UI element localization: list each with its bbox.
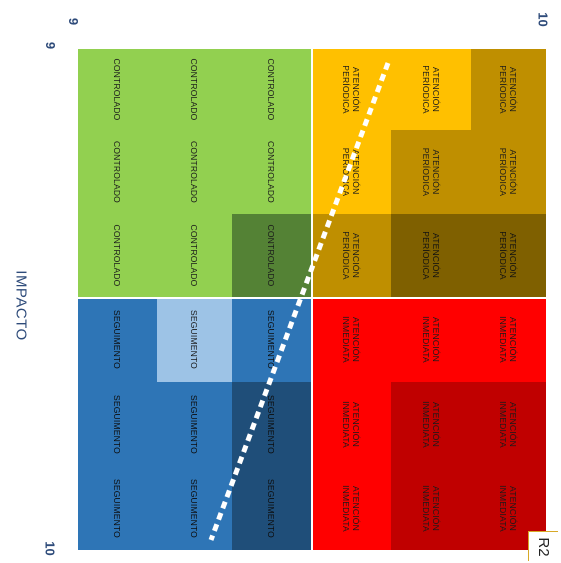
matrix-cell: ATENCIÓN INMEDIATA <box>311 467 391 550</box>
matrix-cell-label: CONTROLADO <box>189 58 200 121</box>
matrix-cell-label: ATENCIÓN PERÍODICA <box>341 147 361 197</box>
matrix-cell-label: ATENCIÓN PERÍODICA <box>498 65 519 114</box>
matrix-cell: ATENCIÓN PERÍODICA <box>471 49 546 130</box>
matrix-cell-label: CONTROLADO <box>189 224 200 287</box>
matrix-cell-label: ATENCIÓN INMEDIATA <box>341 485 361 532</box>
matrix-cell-label: ATENCIÓN PERÍODICA <box>498 147 519 197</box>
matrix-cell-label: ATENCIÓN INMEDIATA <box>498 401 519 448</box>
matrix-cell: SEGUIMENTO <box>157 382 232 467</box>
matrix-cell: ATENCIÓN INMEDIATA <box>471 297 546 382</box>
matrix-cell-label: CONTROLADO <box>112 58 123 121</box>
matrix-cell: SEGUIMENTO <box>157 467 232 550</box>
matrix-cell-label: CONTROLADO <box>189 141 200 203</box>
matrix-cell: SEGUIMENTO <box>78 297 157 382</box>
matrix-cell-label: SEGUIMENTO <box>112 310 123 369</box>
matrix-cell: ATENCIÓN PERÍODICA <box>471 214 546 297</box>
axis-label-top-left: 9 <box>66 17 82 26</box>
matrix-cell: ATENCIÓN PERÍODICA <box>311 130 391 214</box>
impact-axis-title: IMPACTO <box>12 270 30 341</box>
matrix-cell-label: SEGUIMENTO <box>266 479 277 538</box>
matrix-cell-label: SEGUIMENTO <box>266 310 277 369</box>
matrix-cell: ATENCIÓN PERÍODICA <box>391 49 471 130</box>
quadrant-divider-horizontal <box>78 297 546 299</box>
matrix-cell: CONTROLADO <box>157 130 232 214</box>
matrix-cell-label: ATENCIÓN PERÍODICA <box>421 231 441 280</box>
matrix-cell-label: CONTROLADO <box>266 58 277 121</box>
matrix-cell-label: ATENCIÓN INMEDIATA <box>421 485 441 532</box>
matrix-cell-label: ATENCIÓN INMEDIATA <box>421 316 441 363</box>
matrix-cell: ATENCIÓN PERÍODICA <box>311 214 391 297</box>
matrix-cell: ATENCIÓN INMEDIATA <box>391 467 471 550</box>
matrix-cell-label: SEGUIMENTO <box>189 479 200 538</box>
matrix-cell-label: CONTROLADO <box>112 141 123 203</box>
matrix-cell: SEGUIMENTO <box>232 297 311 382</box>
zone-tag-text: R2 <box>535 537 553 557</box>
matrix-cell-label: ATENCIÓN INMEDIATA <box>341 316 361 363</box>
axis-label-left-bottom: 10 <box>42 541 58 556</box>
matrix-cell: ATENCIÓN PERÍODICA <box>471 130 546 214</box>
matrix-cell: ATENCIÓN INMEDIATA <box>391 382 471 467</box>
matrix-cell-label: ATENCIÓN INMEDIATA <box>341 401 361 448</box>
matrix-cell-label: SEGUIMENTO <box>112 395 123 454</box>
matrix-cell: ATENCIÓN INMEDIATA <box>471 382 546 467</box>
matrix-cell: SEGUIMENTO <box>78 467 157 550</box>
matrix-cell: CONTROLADO <box>232 49 311 130</box>
matrix-cell: SEGUIMENTO <box>232 382 311 467</box>
matrix-cell-label: ATENCIÓN INMEDIATA <box>421 401 441 448</box>
matrix-cell-label: SEGUIMENTO <box>189 395 200 454</box>
matrix-cell: CONTROLADO <box>78 214 157 297</box>
matrix-cell: ATENCIÓN PERÍODICA <box>391 130 471 214</box>
matrix-cell: CONTROLADO <box>232 130 311 214</box>
matrix-cell: SEGUIMENTO <box>78 382 157 467</box>
matrix-cell: CONTROLADO <box>232 214 311 297</box>
matrix-cell-label: ATENCIÓN PERÍODICA <box>341 231 361 280</box>
matrix-cell-label: SEGUIMENTO <box>266 395 277 454</box>
matrix-cell: CONTROLADO <box>157 214 232 297</box>
matrix-cell-label: ATENCIÓN PERÍODICA <box>421 65 441 114</box>
matrix-cell-label: ATENCIÓN PERÍODICA <box>498 231 519 280</box>
quadrant-divider-vertical <box>311 49 313 550</box>
matrix-cell: SEGUIMENTO <box>157 297 232 382</box>
matrix-cell-label: ATENCIÓN PERÍODICA <box>421 147 441 197</box>
matrix-cell: SEGUIMENTO <box>232 467 311 550</box>
matrix-cell-label: CONTROLADO <box>266 224 277 287</box>
matrix-cell: ATENCIÓN PERÍODICA <box>311 49 391 130</box>
axis-label-left-top: 9 <box>43 41 59 50</box>
matrix-cell-label: SEGUIMENTO <box>112 479 123 538</box>
matrix-cell-label: CONTROLADO <box>112 224 123 287</box>
matrix-cell: CONTROLADO <box>78 130 157 214</box>
matrix-cell-label: SEGUIMENTO <box>189 310 200 369</box>
matrix-cell: CONTROLADO <box>157 49 232 130</box>
matrix-cell-label: ATENCIÓN PERÍODICA <box>341 65 361 114</box>
matrix-cell: ATENCIÓN INMEDIATA <box>311 297 391 382</box>
matrix-cell-label: ATENCIÓN INMEDIATA <box>498 316 519 363</box>
axis-label-top-right: 10 <box>535 12 551 27</box>
matrix-cell: CONTROLADO <box>78 49 157 130</box>
matrix-cell-label: CONTROLADO <box>266 141 277 203</box>
matrix-cell: ATENCIÓN INMEDIATA <box>391 297 471 382</box>
matrix-cell: ATENCIÓN PERÍODICA <box>391 214 471 297</box>
matrix-cell: ATENCIÓN INMEDIATA <box>311 382 391 467</box>
zone-tag: R2 <box>528 531 558 561</box>
